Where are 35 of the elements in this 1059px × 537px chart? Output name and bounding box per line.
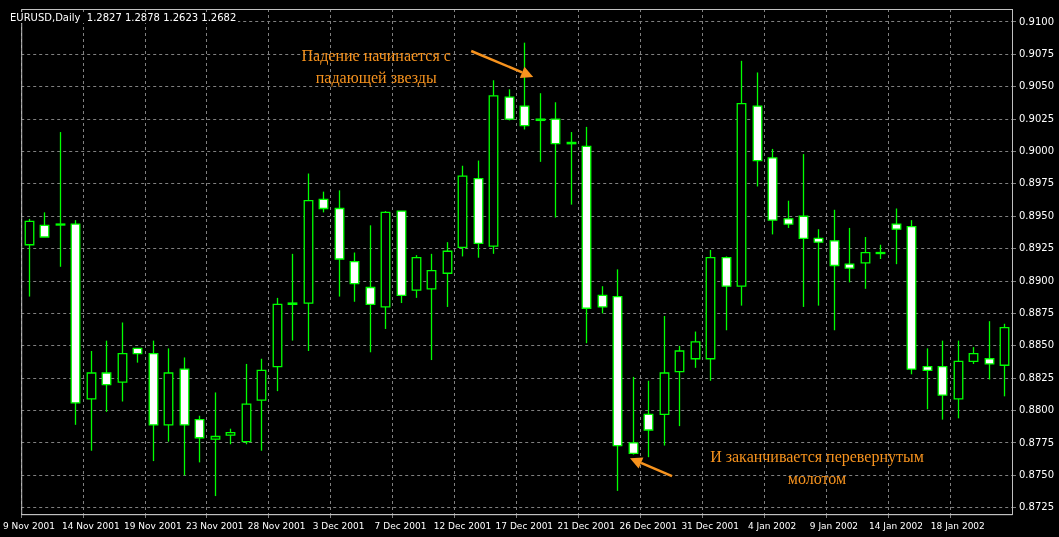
y-tick-label: 0.8900 <box>1019 274 1055 286</box>
x-tick-label: 14 Jan 2002 <box>868 520 923 531</box>
y-tick-label: 0.8925 <box>1019 242 1055 254</box>
x-tick-label: 17 Dec 2001 <box>495 520 554 531</box>
x-tick-label: 21 Dec 2001 <box>557 520 616 531</box>
y-tick-label: 0.8950 <box>1019 209 1055 221</box>
y-tick-label: 0.8825 <box>1019 371 1055 383</box>
x-tick-label: 26 Dec 2001 <box>619 520 677 531</box>
x-tick-label: 14 Nov 2001 <box>62 520 120 531</box>
y-tick-label: 0.8800 <box>1019 404 1055 416</box>
y-tick-label: 0.9075 <box>1019 47 1055 59</box>
x-tick-label: 18 Jan 2002 <box>930 520 985 531</box>
x-tick-label: 28 Nov 2001 <box>247 520 306 531</box>
y-tick-label: 0.8725 <box>1019 501 1055 513</box>
y-tick-label: 0.8775 <box>1019 436 1055 448</box>
chart-title: EURUSD,Daily 1.2827 1.2878 1.2623 1.2682 <box>8 12 239 23</box>
x-tick-label: 9 Nov 2001 <box>3 520 55 531</box>
y-tick-label: 0.8850 <box>1019 339 1055 351</box>
x-tick-label: 7 Dec 2001 <box>374 520 427 531</box>
y-tick-label: 0.9050 <box>1019 80 1055 92</box>
x-tick-label: 9 Jan 2002 <box>809 520 859 531</box>
y-tick-label: 0.9025 <box>1019 112 1055 124</box>
y-tick-label: 0.9100 <box>1019 15 1055 27</box>
y-tick-label: 0.9000 <box>1019 145 1055 157</box>
y-tick-label: 0.8750 <box>1019 468 1055 480</box>
y-tick-label: 0.8975 <box>1019 177 1055 189</box>
y-tick-label: 0.8875 <box>1019 307 1055 319</box>
x-tick-label: 23 Nov 2001 <box>185 520 244 531</box>
x-tick-label: 19 Nov 2001 <box>123 520 182 531</box>
x-tick-label: 3 Dec 2001 <box>312 520 365 531</box>
annotation: И заканчивается перевернутым молотом <box>709 447 925 490</box>
x-tick-label: 31 Dec 2001 <box>681 520 739 531</box>
annotation: Падение начинается с падающей звезды <box>300 46 452 89</box>
x-tick-label: 12 Dec 2001 <box>433 520 492 531</box>
x-tick-label: 4 Jan 2002 <box>747 520 797 531</box>
